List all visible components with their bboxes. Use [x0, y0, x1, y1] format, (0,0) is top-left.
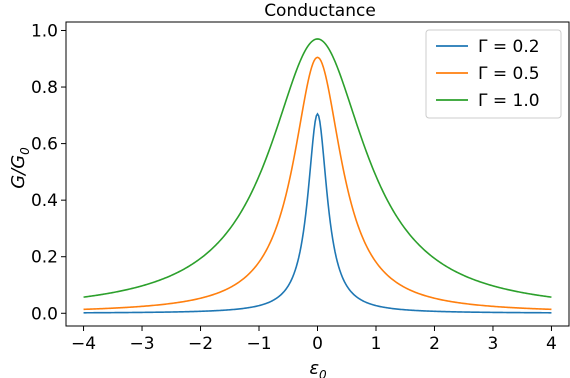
y-axis-label-subscript: 0 [18, 147, 32, 155]
x-tick-label: −3 [130, 334, 155, 354]
x-axis-label: ε0 [309, 358, 327, 378]
y-tick-label: 0.2 [31, 248, 58, 268]
x-axis-label-subscript: 0 [319, 368, 327, 378]
x-tick-label: 4 [546, 334, 557, 354]
legend-label: Γ = 0.2 [478, 37, 540, 57]
x-tick-label: −2 [188, 334, 213, 354]
y-tick-label: 0.8 [31, 78, 58, 98]
y-axis-label-main: G/G [8, 155, 29, 189]
x-tick-label: 1 [371, 334, 382, 354]
series-lines [83, 38, 552, 314]
x-axis-label-main: ε [309, 358, 319, 378]
y-axis-label: G/G0 [8, 147, 32, 189]
x-tick-label: 3 [488, 334, 499, 354]
legend-label: Γ = 1.0 [478, 91, 540, 111]
x-tick-label: −4 [71, 334, 96, 354]
x-tick-label: 0 [312, 334, 323, 354]
series-line-3 [83, 38, 552, 298]
legend-label: Γ = 0.5 [478, 64, 540, 84]
y-tick-label: 0.0 [31, 304, 58, 324]
y-axis-ticks: 0.0 0.2 0.4 0.6 0.8 1.0 [31, 21, 66, 324]
y-tick-label: 0.6 [31, 135, 58, 155]
x-tick-label: −1 [246, 334, 271, 354]
x-tick-label: 2 [429, 334, 440, 354]
series-line-2 [83, 56, 552, 311]
legend: Γ = 0.2 Γ = 0.5 Γ = 1.0 [425, 29, 562, 119]
y-tick-label: 1.0 [31, 21, 58, 41]
legend-box [425, 29, 562, 119]
series-line-1 [83, 112, 552, 314]
x-axis-ticks: −4 −3 −2 −1 0 1 2 3 4 [71, 326, 557, 354]
chart-title: Conductance [264, 1, 376, 21]
y-tick-label: 0.4 [31, 191, 58, 211]
